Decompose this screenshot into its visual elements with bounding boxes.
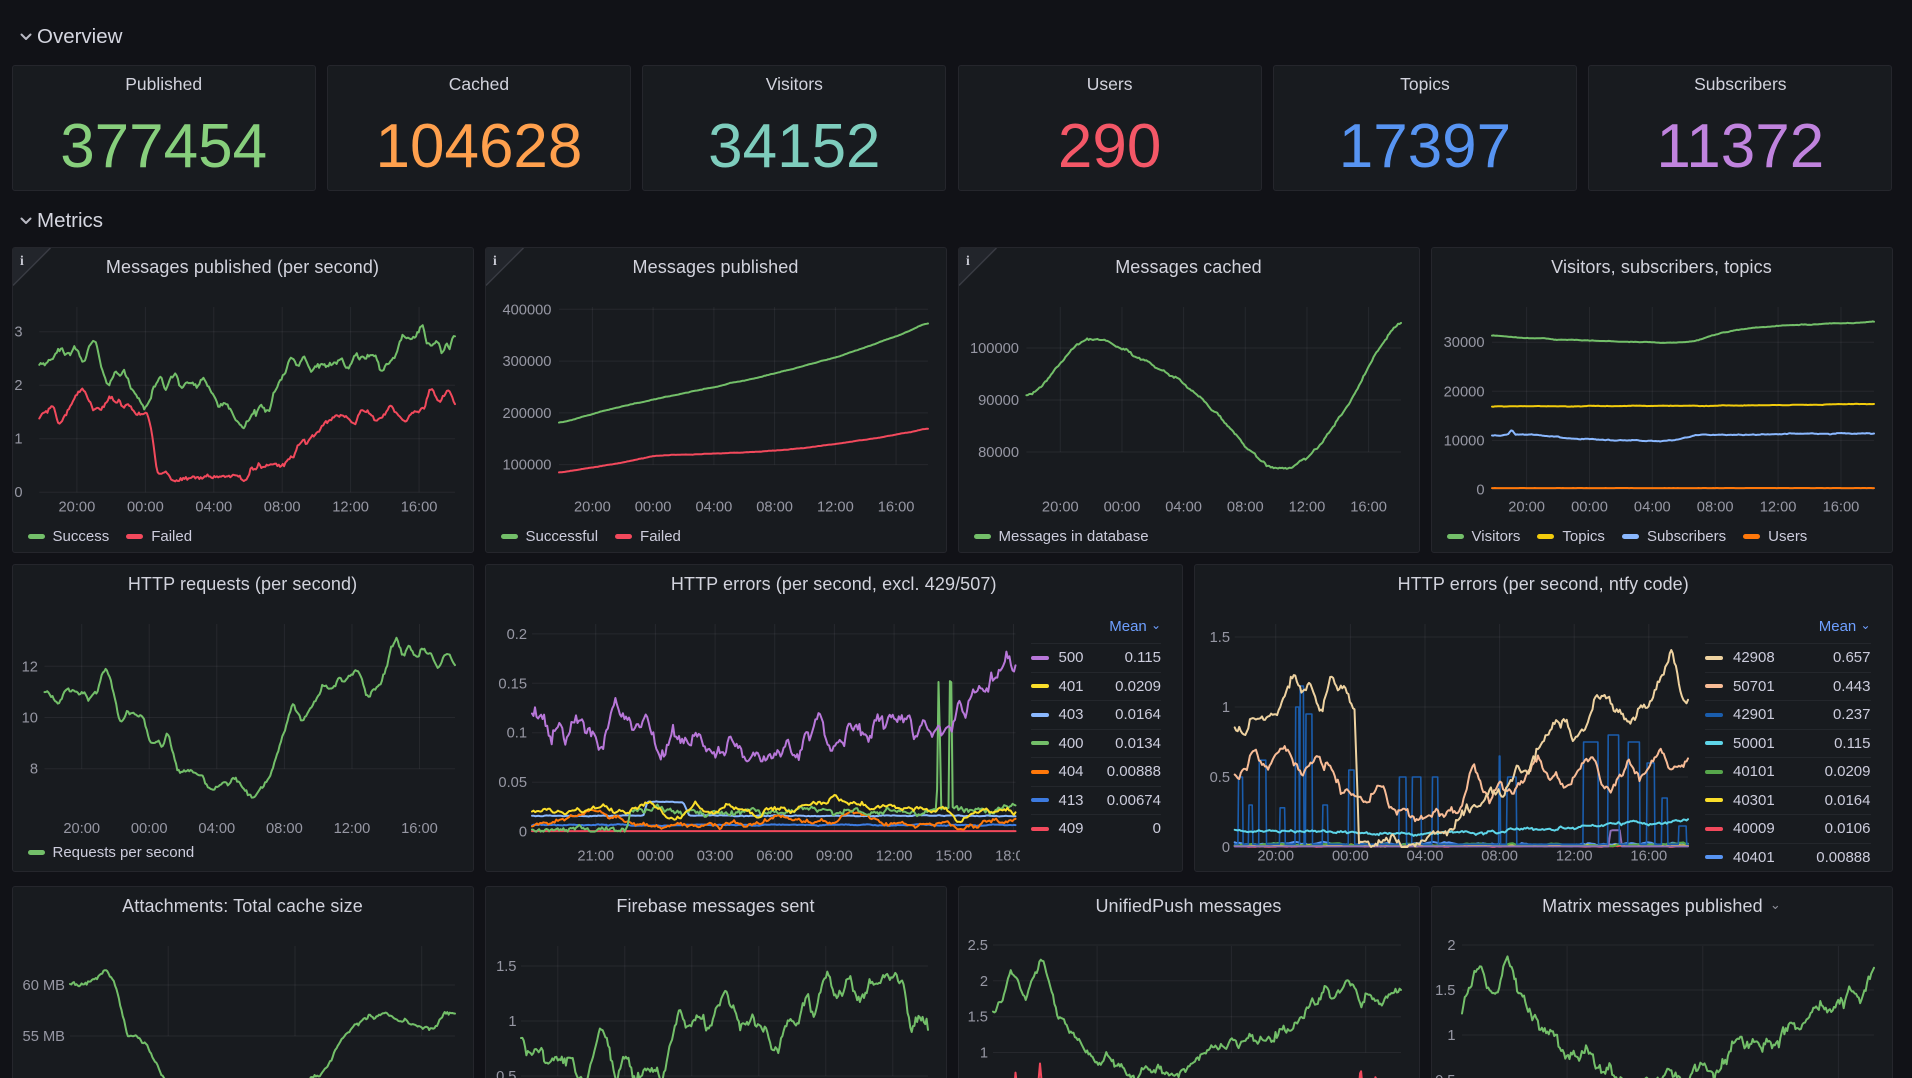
svg-text:0: 0	[14, 485, 22, 501]
svg-text:12:00: 12:00	[332, 499, 369, 515]
svg-text:90000: 90000	[978, 392, 1019, 408]
svg-text:0.5: 0.5	[496, 1069, 516, 1078]
svg-text:08:00: 08:00	[1226, 499, 1263, 515]
svg-text:00:00: 00:00	[130, 821, 167, 837]
svg-text:12:00: 12:00	[875, 849, 912, 865]
svg-text:2: 2	[1447, 938, 1455, 954]
svg-text:20:00: 20:00	[1041, 499, 1078, 515]
svg-text:0: 0	[518, 825, 526, 841]
svg-text:04:00: 04:00	[1165, 499, 1202, 515]
svg-text:0: 0	[1222, 840, 1230, 856]
svg-text:16:00: 16:00	[400, 499, 437, 515]
svg-text:08:00: 08:00	[756, 499, 793, 515]
svg-text:03:00: 03:00	[696, 849, 733, 865]
svg-text:21:00: 21:00	[577, 849, 614, 865]
svg-text:30000: 30000	[1443, 335, 1484, 351]
svg-text:200000: 200000	[502, 405, 551, 421]
svg-text:04:00: 04:00	[195, 499, 232, 515]
svg-text:300000: 300000	[502, 354, 551, 370]
svg-text:0.05: 0.05	[498, 775, 527, 791]
svg-text:00:00: 00:00	[1571, 499, 1608, 515]
svg-text:1.5: 1.5	[496, 959, 516, 975]
svg-text:16:00: 16:00	[1822, 499, 1859, 515]
svg-text:0.5: 0.5	[1210, 770, 1230, 786]
svg-text:12:00: 12:00	[1556, 849, 1593, 865]
svg-text:00:00: 00:00	[1332, 849, 1369, 865]
svg-text:0.1: 0.1	[506, 726, 526, 742]
svg-text:55 MB: 55 MB	[22, 1029, 65, 1045]
svg-text:08:00: 08:00	[266, 821, 303, 837]
svg-text:2: 2	[14, 378, 22, 394]
svg-text:04:00: 04:00	[1407, 849, 1444, 865]
svg-text:12:00: 12:00	[1288, 499, 1325, 515]
svg-text:1: 1	[14, 431, 22, 447]
svg-text:1.5: 1.5	[1210, 630, 1230, 646]
svg-text:08:00: 08:00	[263, 499, 300, 515]
svg-text:1: 1	[979, 1045, 987, 1061]
svg-text:1: 1	[508, 1014, 516, 1030]
svg-text:0.2: 0.2	[506, 627, 526, 643]
svg-text:04:00: 04:00	[695, 499, 732, 515]
svg-text:0.15: 0.15	[498, 676, 527, 692]
svg-text:20:00: 20:00	[58, 499, 95, 515]
svg-text:12: 12	[21, 659, 37, 675]
svg-text:0: 0	[1476, 482, 1484, 498]
svg-text:16:00: 16:00	[1630, 849, 1667, 865]
svg-text:100000: 100000	[502, 457, 551, 473]
svg-text:20:00: 20:00	[574, 499, 611, 515]
svg-text:16:00: 16:00	[1350, 499, 1387, 515]
svg-text:1: 1	[1222, 700, 1230, 716]
svg-text:10: 10	[21, 710, 37, 726]
svg-text:60 MB: 60 MB	[22, 978, 65, 994]
svg-text:2: 2	[979, 974, 987, 990]
svg-text:08:00: 08:00	[1481, 849, 1518, 865]
svg-text:16:00: 16:00	[877, 499, 914, 515]
svg-text:18:00: 18:00	[995, 849, 1020, 865]
svg-text:12:00: 12:00	[1759, 499, 1796, 515]
svg-text:04:00: 04:00	[1633, 499, 1670, 515]
svg-text:20000: 20000	[1443, 384, 1484, 400]
svg-text:00:00: 00:00	[634, 499, 671, 515]
svg-text:i: i	[493, 253, 497, 268]
svg-text:1.5: 1.5	[1435, 983, 1455, 999]
svg-text:8: 8	[29, 762, 37, 778]
svg-text:10000: 10000	[1443, 433, 1484, 449]
svg-text:20:00: 20:00	[63, 821, 100, 837]
svg-text:09:00: 09:00	[816, 849, 853, 865]
svg-text:0.5: 0.5	[1435, 1073, 1455, 1078]
svg-text:00:00: 00:00	[637, 849, 674, 865]
svg-text:00:00: 00:00	[1103, 499, 1140, 515]
svg-text:00:00: 00:00	[127, 499, 164, 515]
svg-text:20:00: 20:00	[1508, 499, 1545, 515]
svg-text:1.5: 1.5	[967, 1010, 987, 1026]
svg-text:1: 1	[1447, 1028, 1455, 1044]
svg-text:15:00: 15:00	[935, 849, 972, 865]
svg-text:2.5: 2.5	[967, 938, 987, 954]
svg-text:08:00: 08:00	[1696, 499, 1733, 515]
svg-text:12:00: 12:00	[333, 821, 370, 837]
svg-text:400000: 400000	[502, 302, 551, 318]
svg-text:20:00: 20:00	[1257, 849, 1294, 865]
svg-text:80000: 80000	[978, 444, 1019, 460]
svg-text:i: i	[20, 253, 24, 268]
svg-text:04:00: 04:00	[198, 821, 235, 837]
svg-text:3: 3	[14, 324, 22, 340]
svg-text:16:00: 16:00	[401, 821, 438, 837]
svg-text:i: i	[966, 253, 970, 268]
svg-text:100000: 100000	[969, 341, 1018, 357]
svg-text:12:00: 12:00	[817, 499, 854, 515]
svg-text:06:00: 06:00	[756, 849, 793, 865]
